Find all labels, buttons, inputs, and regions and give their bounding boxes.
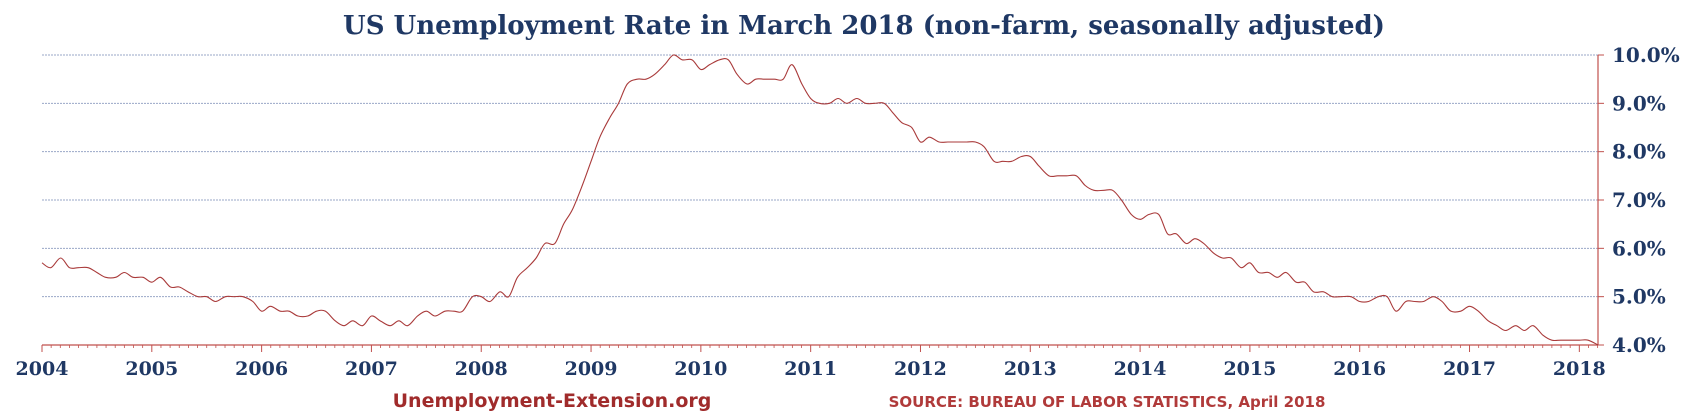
- x-tick-label: 2013: [1004, 358, 1057, 380]
- grid-lines: [42, 54, 1598, 346]
- chart-title: US Unemployment Rate in March 2018 (non-…: [343, 11, 1385, 41]
- y-tick-label: 8.0%: [1612, 140, 1666, 164]
- x-tick-label: 2008: [455, 358, 508, 380]
- x-tick-label: 2017: [1443, 358, 1496, 380]
- x-tick-label: 2012: [894, 358, 947, 380]
- series-line: [41, 54, 1599, 346]
- site-credit: Unemployment-Extension.org: [393, 390, 712, 412]
- x-tick-label: 2010: [674, 358, 727, 380]
- x-tick-label: 2018: [1553, 358, 1606, 380]
- y-tick-label: 9.0%: [1612, 91, 1666, 115]
- tick-labels: 4.0% 5.0% 6.0% 7.0% 8.0% 9.0% 10.0% 2004 2005 200…: [16, 43, 1680, 380]
- y-tick-label: 10.0%: [1612, 43, 1680, 67]
- source-note: SOURCE: BUREAU OF LABOR STATISTICS, Apri…: [889, 393, 1326, 411]
- y-tick-label: 6.0%: [1612, 236, 1666, 260]
- x-tick-label: 2005: [125, 358, 178, 380]
- x-tick-label: 2006: [235, 358, 288, 380]
- x-tick-label: 2009: [565, 358, 618, 380]
- x-tick-label: 2016: [1333, 358, 1386, 380]
- x-tick-label: 2011: [784, 358, 837, 380]
- x-tick-label: 2004: [16, 358, 69, 380]
- series-group: [41, 54, 1599, 346]
- x-tick-label: 2014: [1114, 358, 1167, 380]
- y-tick-label: 4.0%: [1612, 333, 1666, 357]
- y-tick-label: 7.0%: [1612, 188, 1666, 212]
- x-tick-label: 2015: [1223, 358, 1276, 380]
- x-tick-label: 2007: [345, 358, 398, 380]
- y-tick-label: 5.0%: [1612, 285, 1666, 309]
- axes: [41, 54, 1604, 352]
